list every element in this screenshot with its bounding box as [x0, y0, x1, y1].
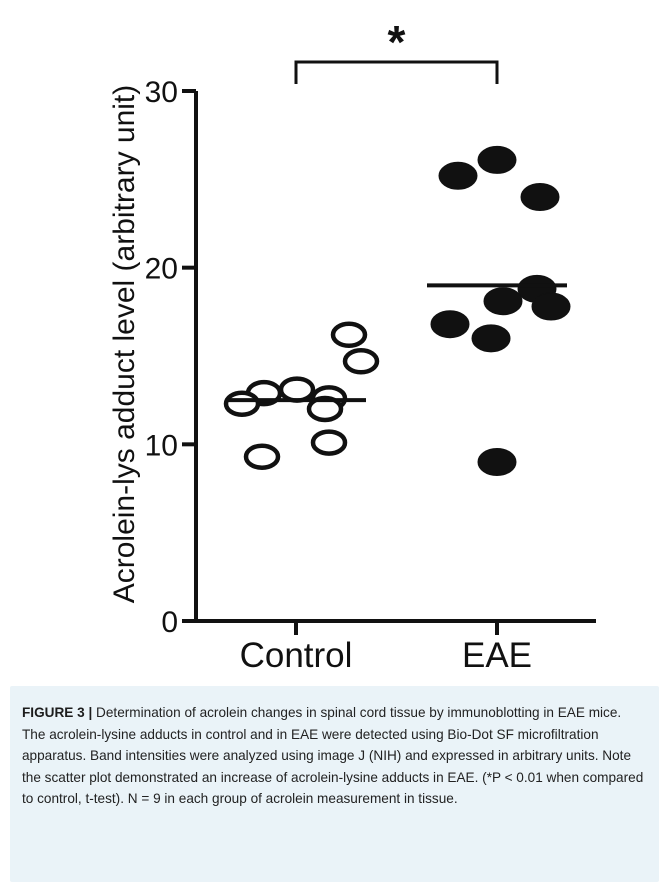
- axes: 0 10 20 30 Control EAE Acrolein-lys adduct lev…: [108, 76, 596, 675]
- eae-data-point: [520, 183, 560, 211]
- scatter-chart: 0 10 20 30 Control EAE Acrolein-lys adduct lev…: [108, 16, 596, 675]
- control-data-point: [306, 395, 344, 423]
- caption-label: FIGURE 3 |: [22, 705, 93, 720]
- caption-text: Determination of acrolein changes in spi…: [22, 705, 644, 806]
- eae-data-point: [477, 448, 517, 476]
- y-tick-label: 20: [145, 253, 178, 286]
- x-category-label: EAE: [462, 636, 532, 675]
- eae-data-point: [438, 161, 478, 190]
- data-points: [223, 145, 571, 476]
- eae-data-point: [483, 287, 523, 316]
- control-data-point: [310, 429, 348, 456]
- significance-annotation: *: [294, 16, 499, 84]
- eae-data-point: [477, 145, 517, 174]
- eae-data-point: [430, 310, 470, 339]
- y-tick-label: 10: [145, 429, 178, 462]
- x-category-label: Control: [240, 636, 353, 675]
- y-tick-label: 0: [161, 606, 178, 639]
- y-tick-label: 30: [145, 76, 178, 109]
- y-axis-label: Acrolein-lys adduct level (arbitrary uni…: [108, 85, 141, 604]
- control-data-point: [278, 376, 316, 403]
- control-data-point: [243, 443, 281, 470]
- significance-star: *: [388, 16, 406, 68]
- control-data-point: [223, 390, 261, 417]
- eae-data-point: [531, 292, 571, 321]
- eae-data-point: [471, 324, 511, 353]
- significance-bracket: [294, 60, 499, 84]
- control-data-point: [342, 348, 380, 375]
- control-data-point: [330, 321, 368, 349]
- figure-caption: FIGURE 3 | Determination of acrolein cha…: [10, 686, 659, 882]
